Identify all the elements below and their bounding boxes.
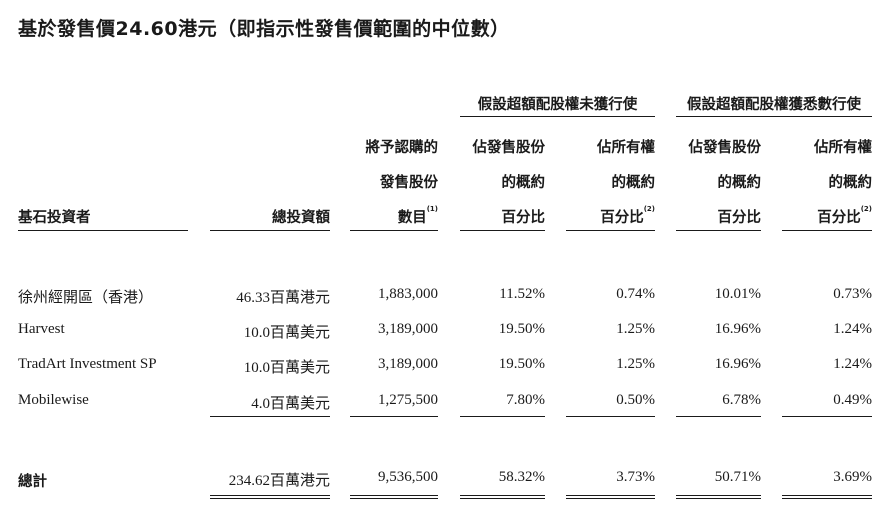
investor-name: Harvest <box>18 321 65 337</box>
total-double-line-investment <box>210 495 330 499</box>
header-pct-issued-line1: 佔所有權 <box>597 140 655 156</box>
group-underline-not-exercised <box>460 116 655 117</box>
pct-issued-not-exercised: 0.74% <box>616 286 655 302</box>
investor-name: 徐州經開區（香港） <box>18 290 154 306</box>
pct-issued-fully-exercised: 0.73% <box>833 286 872 302</box>
shares-count: 3,189,000 <box>378 356 438 372</box>
footnote-2-marker: (2) <box>643 205 655 213</box>
header-pct-issued-b-line2: 的概約 <box>828 175 873 191</box>
total-double-line-shares <box>350 495 438 499</box>
header-shares-line3: 數目(1) <box>350 205 438 227</box>
subtotal-line-a1 <box>460 416 545 417</box>
header-underline-investment <box>210 230 330 231</box>
total-double-line-b1 <box>676 495 761 499</box>
header-pct-offer-b-line2: 的概約 <box>717 175 762 191</box>
subtotal-line-b2 <box>782 416 872 417</box>
header-pct-offer-line3: 百分比 <box>501 210 546 226</box>
header-pct-issued-line2: 的概約 <box>611 175 656 191</box>
shares-count: 3,189,000 <box>378 321 438 337</box>
investment-amount: 10.0百萬美元 <box>243 325 330 341</box>
pct-issued-fully-exercised: 0.49% <box>833 392 872 408</box>
subtotal-line-shares <box>350 416 438 417</box>
header-investor: 基石投資者 <box>18 210 91 226</box>
total-label: 總計 <box>18 474 47 490</box>
header-underline-b2 <box>782 230 872 231</box>
group-underline-fully-exercised <box>676 116 872 117</box>
pct-offer-not-exercised: 19.50% <box>498 321 545 337</box>
investor-name: TradArt Investment SP <box>18 356 157 372</box>
investment-amount: 46.33百萬港元 <box>236 290 330 306</box>
pct-issued-not-exercised: 1.25% <box>616 321 655 337</box>
header-underline-shares <box>350 230 438 231</box>
investment-amount: 4.0百萬美元 <box>251 396 330 412</box>
pct-offer-not-exercised: 11.52% <box>499 286 545 302</box>
total-double-line-a1 <box>460 495 545 499</box>
pct-offer-fully-exercised: 10.01% <box>714 286 761 302</box>
shares-count: 1,883,000 <box>378 286 438 302</box>
pct-issued-not-exercised: 0.50% <box>616 392 655 408</box>
header-pct-issued-text: 百分比 <box>600 210 644 226</box>
header-pct-offer-b-line3: 百分比 <box>717 210 762 226</box>
total-investment: 234.62百萬港元 <box>228 473 330 489</box>
header-underline-investor <box>18 230 188 231</box>
subtotal-line-b1 <box>676 416 761 417</box>
total-pct-issued-not-exercised: 3.73% <box>616 469 655 485</box>
header-pct-issued-b-line1: 佔所有權 <box>814 140 872 156</box>
total-pct-issued-fully-exercised: 3.69% <box>833 469 872 485</box>
pct-issued-not-exercised: 1.25% <box>616 356 655 372</box>
pct-offer-fully-exercised: 16.96% <box>714 356 761 372</box>
footnote-1-marker: (1) <box>426 205 438 213</box>
pct-issued-fully-exercised: 1.24% <box>833 356 872 372</box>
header-underline-a2 <box>566 230 655 231</box>
pct-issued-fully-exercised: 1.24% <box>833 321 872 337</box>
subtotal-line-a2 <box>566 416 655 417</box>
footnote-2-marker-b: (2) <box>860 205 872 213</box>
investor-name: Mobilewise <box>18 392 89 408</box>
pct-offer-not-exercised: 7.80% <box>506 392 545 408</box>
header-underline-b1 <box>676 230 761 231</box>
header-pct-issued-b-text: 百分比 <box>817 210 861 226</box>
shares-count: 1,275,500 <box>378 392 438 408</box>
header-pct-offer-b-line1: 佔發售股份 <box>688 140 762 156</box>
header-pct-issued-b-line3: 百分比(2) <box>782 205 872 227</box>
total-pct-offer-not-exercised: 58.32% <box>498 469 545 485</box>
header-pct-offer-line1: 佔發售股份 <box>472 140 546 156</box>
group-header-not-exercised: 假設超額配股權未獲行使 <box>477 97 638 113</box>
header-underline-a1 <box>460 230 545 231</box>
header-pct-offer-line2: 的概約 <box>501 175 546 191</box>
header-shares-text: 數目 <box>397 210 427 226</box>
header-investment: 總投資額 <box>272 210 330 226</box>
page-title: 基於發售價24.60港元（即指示性發售價範圍的中位數） <box>18 18 510 40</box>
group-header-fully-exercised: 假設超額配股權獲悉數行使 <box>687 97 861 113</box>
header-shares-line1: 將予認購的 <box>365 140 439 156</box>
total-pct-offer-fully-exercised: 50.71% <box>714 469 761 485</box>
header-shares-line2: 發售股份 <box>380 175 438 191</box>
pct-offer-not-exercised: 19.50% <box>498 356 545 372</box>
pct-offer-fully-exercised: 16.96% <box>714 321 761 337</box>
total-double-line-b2 <box>782 495 872 499</box>
subtotal-line-investment <box>210 416 330 417</box>
investment-amount: 10.0百萬美元 <box>243 360 330 376</box>
header-pct-issued-line3: 百分比(2) <box>566 205 655 227</box>
total-shares: 9,536,500 <box>378 469 438 485</box>
total-double-line-a2 <box>566 495 655 499</box>
pct-offer-fully-exercised: 6.78% <box>722 392 761 408</box>
